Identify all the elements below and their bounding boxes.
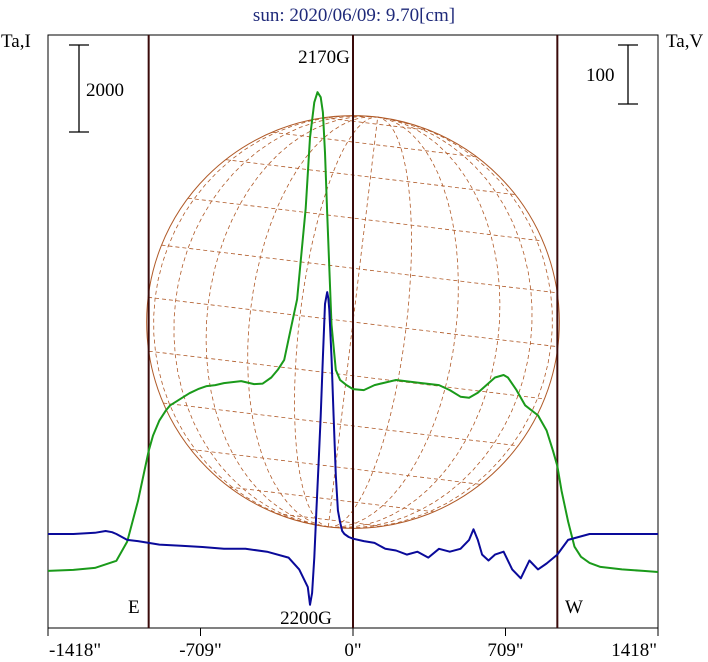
- right-axis-label: Ta,V: [666, 31, 703, 52]
- intensity-curve: [47, 91, 659, 573]
- right-scale-bar: [618, 44, 638, 105]
- x-tick-label: 1418": [611, 640, 657, 661]
- disk-latitude-line: [271, 131, 477, 158]
- x-axis: -1418" -709" 0" 709" 1418": [47, 628, 659, 661]
- disk-longitude-line: [328, 116, 459, 528]
- east-limb-label: E: [128, 597, 140, 618]
- limb-lines: [147, 35, 559, 628]
- right-scale-bar-label: 100: [586, 65, 615, 86]
- disk-longitude-line: [247, 116, 378, 528]
- disk-longitude-line: [173, 115, 378, 528]
- left-scale-bar-label: 2000: [86, 80, 124, 101]
- polarization-curve: [48, 291, 658, 606]
- west-limb-label: W: [565, 597, 583, 618]
- disk-longitude-line: [153, 115, 378, 528]
- disk-longitude-line: [328, 116, 533, 529]
- disk-longitude-line: [328, 116, 553, 529]
- disk-latitude-line: [148, 350, 545, 400]
- x-tick-label: 709": [487, 640, 523, 661]
- disk-longitude-line: [328, 116, 412, 528]
- peak-label-min: 2200G: [280, 608, 332, 629]
- series-layer: [47, 91, 659, 606]
- left-scale-bar: [69, 44, 89, 133]
- x-tick-label: -709": [179, 640, 222, 661]
- left-axis-label: Ta,I: [1, 31, 31, 52]
- x-tick-label: -1418": [49, 640, 101, 661]
- disk-latitude-line: [323, 117, 430, 131]
- disk-longitude-line: [328, 116, 501, 529]
- disk-longitude-line: [205, 115, 378, 528]
- disk-latitude-line: [163, 402, 519, 447]
- x-tick-label: 0": [344, 640, 361, 661]
- chart-title: sun: 2020/06/09: 9.70[cm]: [253, 5, 455, 26]
- peak-label-max: 2170G: [298, 47, 350, 68]
- disk-latitude-line: [276, 513, 383, 527]
